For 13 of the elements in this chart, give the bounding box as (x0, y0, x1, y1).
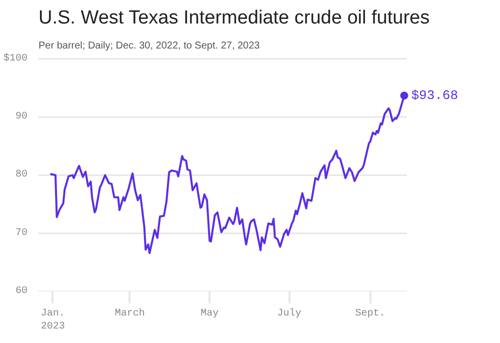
y-tick-label: 60 (16, 286, 28, 297)
chart-title: U.S. West Texas Intermediate crude oil futures (38, 8, 430, 28)
x-tick-label: Sept. (355, 308, 386, 320)
x-tick-label: March (114, 308, 145, 320)
y-tick-label: 70 (16, 228, 28, 239)
y-tick-label: $100 (3, 52, 28, 64)
x-tick-label: July (277, 308, 302, 320)
y-tick-label: 90 (16, 111, 28, 122)
x-tick-label: Jan. 2023 (40, 308, 65, 333)
annotation: $93.68 (411, 88, 458, 104)
chart-subtitle: Per barrel; Daily; Dec. 30, 2022, to Sept. 27, 2023 (38, 40, 260, 52)
y-tick-label: 80 (16, 170, 28, 181)
x-tick-label: May (200, 308, 219, 320)
